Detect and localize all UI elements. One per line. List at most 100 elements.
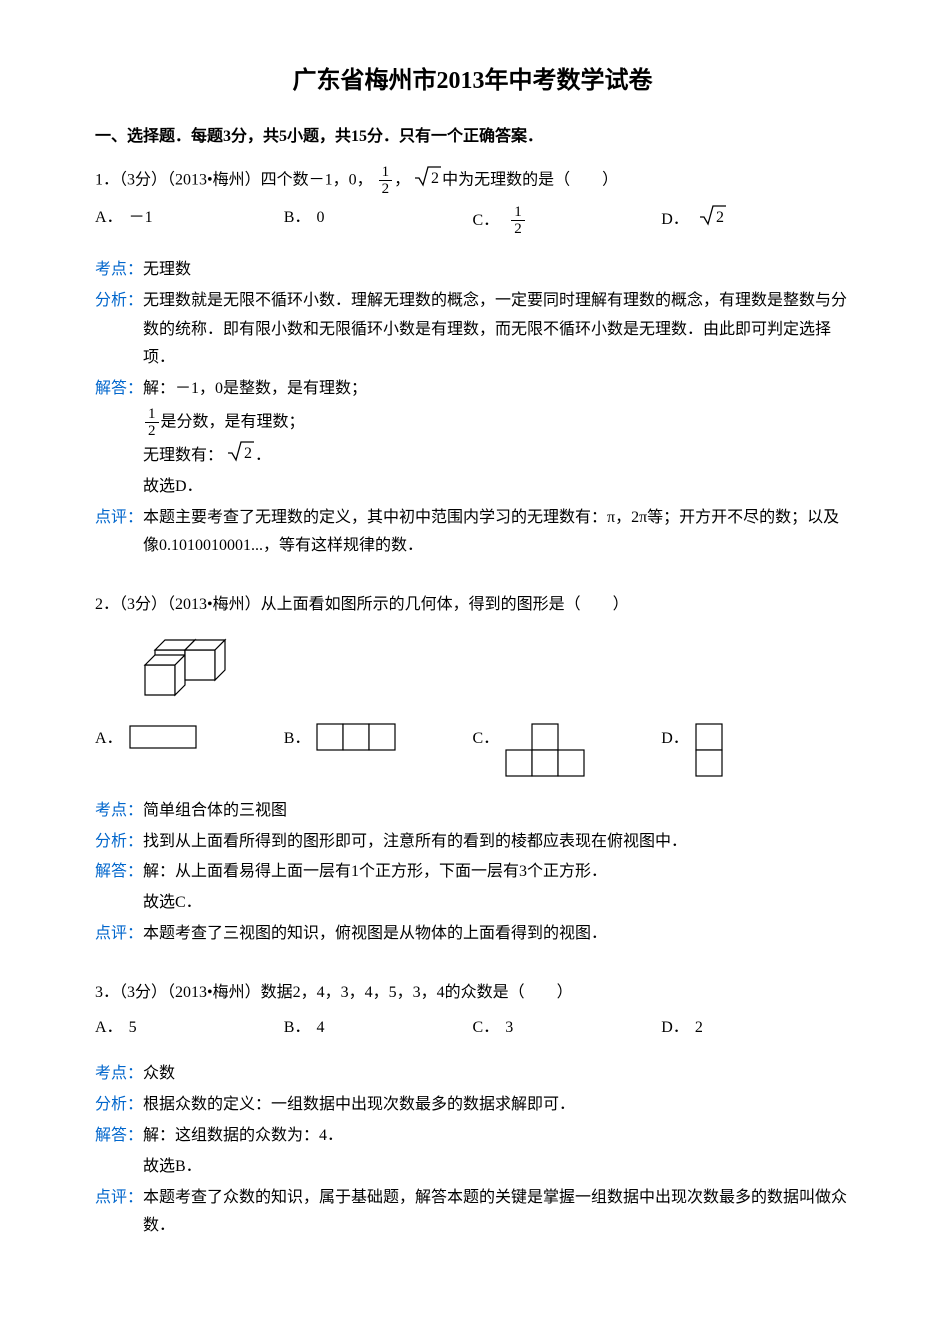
jieda-3b: ． (255, 447, 271, 464)
q1-opt-a-text: －1 (129, 209, 153, 226)
q1-stem-part-c: 中为无理数的是（ ） (442, 172, 618, 189)
option-label-d: D． (661, 1019, 689, 1036)
exam-title: 广东省梅州市2013年中考数学试卷 (95, 60, 850, 103)
q2-fig-d (695, 721, 727, 779)
q1-option-a[interactable]: A． －1 (95, 204, 284, 238)
fenxi-text: 找到从上面看所得到的图形即可，注意所有的看到的棱都应表现在俯视图中． (143, 828, 850, 857)
jieda-line-4: 故选D． (143, 473, 850, 502)
q1-stem-part-a: 1．（3分）（2013•梅州）四个数－1，0， (95, 172, 373, 189)
frac-den: 2 (145, 423, 159, 440)
q1-dianping: 点评： 本题主要考查了无理数的定义，其中初中范围内学习的无理数有：π，2π等；开… (95, 504, 850, 562)
q3-fenxi: 分析： 根据众数的定义：一组数据中出现次数最多的数据求解即可． (95, 1091, 850, 1120)
frac-num: 1 (379, 164, 393, 182)
q1-opt-b-text: 0 (316, 209, 324, 226)
q2-fig-a (129, 721, 199, 751)
svg-text:2: 2 (244, 445, 252, 462)
jieda-label: 解答： (95, 858, 143, 887)
jieda-line-1: 解：－1，0是整数，是有理数； (143, 375, 850, 404)
q2-3d-figure (143, 630, 850, 713)
frac-num: 1 (511, 204, 525, 222)
option-label-c: C． (473, 725, 500, 754)
fraction-one-half-opt: 1 2 (511, 204, 525, 238)
q2-jieda: 解答： 解：从上面看易得上面一层有1个正方形，下面一层有3个正方形． (95, 858, 850, 887)
q3-options: A． 5 B． 4 C．3 D． 2 (95, 1014, 850, 1043)
q2-fenxi: 分析： 找到从上面看所得到的图形即可，注意所有的看到的棱都应表现在俯视图中． (95, 828, 850, 857)
option-label-c: C． (473, 1019, 500, 1036)
jieda-2a: 是分数，是有理数； (161, 414, 305, 431)
q1-options: A． －1 B． 0 C． 1 2 D． 2 (95, 204, 850, 238)
q1-option-d[interactable]: D． 2 (661, 204, 850, 238)
q3-option-b[interactable]: B． 4 (284, 1014, 473, 1043)
jieda-line-3: 无理数有： 2 ． (143, 440, 850, 473)
q1-kaodian: 考点： 无理数 (95, 256, 850, 285)
kaodian-label: 考点： (95, 256, 143, 285)
q2-kaodian: 考点： 简单组合体的三视图 (95, 797, 850, 826)
q1-jieda: 解答： 解：－1，0是整数，是有理数； (95, 375, 850, 404)
q1-stem-part-b: ， (394, 172, 410, 189)
fenxi-text: 根据众数的定义：一组数据中出现次数最多的数据求解即可． (143, 1091, 850, 1120)
q2-fig-c (505, 721, 585, 779)
q1-option-c[interactable]: C． 1 2 (473, 204, 662, 238)
jieda-3a: 无理数有： (143, 447, 223, 464)
q3-kaodian: 考点： 众数 (95, 1060, 850, 1089)
jieda-line-1: 解：这组数据的众数为：4． (143, 1122, 850, 1151)
q1-stem: 1．（3分）（2013•梅州）四个数－1，0， 1 2 ， 2 中为无理数的是（… (95, 164, 850, 198)
q2-option-d[interactable]: D． (661, 721, 850, 779)
q1-fenxi: 分析： 无理数就是无限不循环小数．理解无理数的概念，一定要同时理解有理数的概念，… (95, 287, 850, 373)
q3-dianping: 点评： 本题考查了众数的知识，属于基础题，解答本题的关键是掌握一组数据中出现次数… (95, 1184, 850, 1242)
option-label-b: B． (284, 725, 311, 754)
q1-option-b[interactable]: B． 0 (284, 204, 473, 238)
q2-option-a[interactable]: A． (95, 721, 284, 754)
kaodian-text: 众数 (143, 1060, 850, 1089)
fenxi-label: 分析： (95, 1091, 143, 1120)
jieda-label: 解答： (95, 1122, 143, 1151)
q3-jieda: 解答： 解：这组数据的众数为：4． (95, 1122, 850, 1151)
q2-stem: 2．（3分）（2013•梅州）从上面看如图所示的几何体，得到的图形是（ ） (95, 591, 850, 620)
dianping-text: 本题主要考查了无理数的定义，其中初中范围内学习的无理数有：π，2π等；开方开不尽… (143, 504, 850, 562)
option-label-b: B． (284, 1019, 311, 1036)
sqrt-2-icon: 2 (414, 165, 442, 198)
fraction-one-half: 1 2 (379, 164, 393, 198)
sqrt-2-icon: 2 (699, 204, 727, 237)
q2-fig-b (316, 721, 396, 753)
kaodian-text: 无理数 (143, 256, 850, 285)
svg-text:2: 2 (431, 170, 439, 187)
fenxi-label: 分析： (95, 828, 143, 857)
option-label-a: A． (95, 209, 123, 226)
jieda-line-2: 1 2 是分数，是有理数； (143, 406, 850, 440)
q2-option-b[interactable]: B． (284, 721, 473, 754)
sqrt-2-icon: 2 (227, 440, 255, 473)
q2-options: A． B． C． D． (95, 721, 850, 779)
dianping-label: 点评： (95, 920, 143, 949)
fraction-one-half-ans: 1 2 (145, 406, 159, 440)
option-label-a: A． (95, 725, 123, 754)
option-label-d: D． (661, 211, 689, 228)
jieda-line-2: 故选B． (143, 1153, 850, 1182)
option-label-a: A． (95, 1019, 123, 1036)
kaodian-label: 考点： (95, 797, 143, 826)
q3-option-d[interactable]: D． 2 (661, 1014, 850, 1043)
option-label-d: D． (661, 725, 689, 754)
svg-text:2: 2 (716, 209, 724, 226)
kaodian-label: 考点： (95, 1060, 143, 1089)
q3-option-a[interactable]: A． 5 (95, 1014, 284, 1043)
frac-num: 1 (145, 406, 159, 424)
q2-dianping: 点评： 本题考查了三视图的知识，俯视图是从物体的上面看得到的视图． (95, 920, 850, 949)
jieda-line-1: 解：从上面看易得上面一层有1个正方形，下面一层有3个正方形． (143, 858, 850, 887)
q3-opt-a-text: 5 (129, 1019, 137, 1036)
option-label-b: B． (284, 209, 311, 226)
jieda-label: 解答： (95, 375, 143, 404)
q2-option-c[interactable]: C． (473, 721, 662, 779)
dianping-label: 点评： (95, 1184, 143, 1242)
dianping-label: 点评： (95, 504, 143, 562)
q3-stem: 3．（3分）（2013•梅州）数据2，4，3，4，5，3，4的众数是（ ） (95, 979, 850, 1008)
kaodian-text: 简单组合体的三视图 (143, 797, 850, 826)
frac-den: 2 (379, 181, 393, 198)
dianping-text: 本题考查了众数的知识，属于基础题，解答本题的关键是掌握一组数据中出现次数最多的数… (143, 1184, 850, 1242)
q3-opt-b-text: 4 (316, 1019, 324, 1036)
q3-option-c[interactable]: C．3 (473, 1014, 662, 1043)
jieda-line-2: 故选C． (143, 889, 850, 918)
fenxi-label: 分析： (95, 287, 143, 373)
section-1-heading: 一、选择题．每题3分，共5小题，共15分．只有一个正确答案． (95, 123, 850, 152)
q3-opt-d-text: 2 (695, 1019, 703, 1036)
